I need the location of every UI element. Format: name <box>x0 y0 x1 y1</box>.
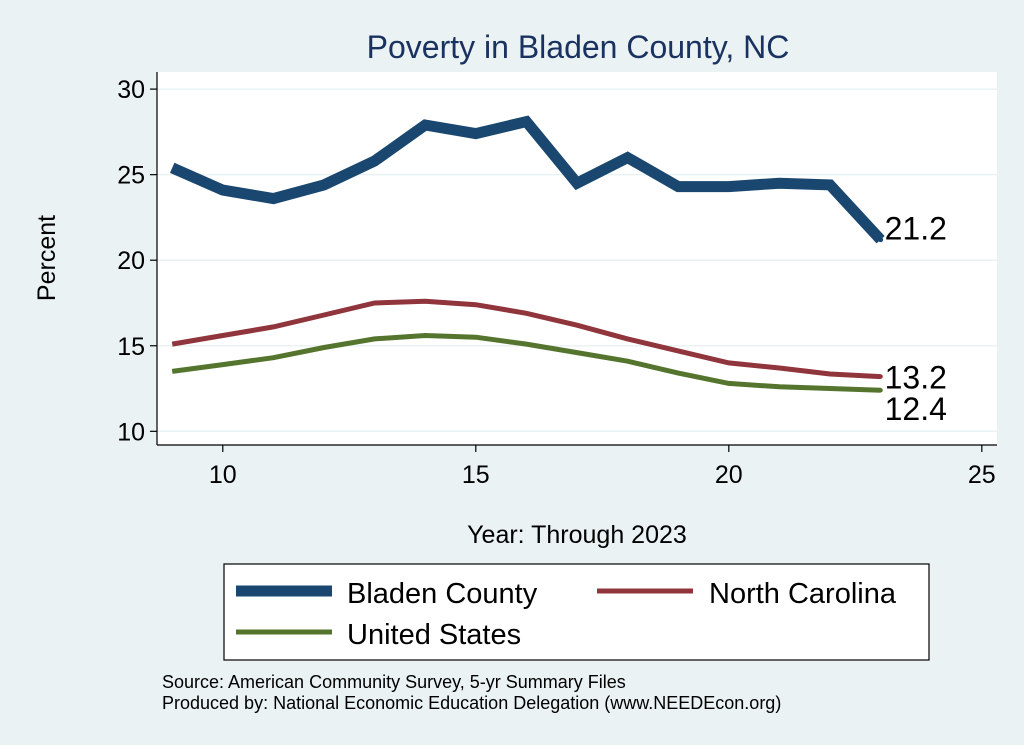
legend: Bladen County North Carolina United Stat… <box>223 563 930 661</box>
end-label-united-states: 12.4 <box>885 391 947 427</box>
legend-box <box>223 563 930 661</box>
source-note: Source: American Community Survey, 5-yr … <box>162 672 626 692</box>
legend-label-bladen-county: Bladen County <box>347 578 538 610</box>
end-point-north-carolina <box>878 374 883 379</box>
end-label-north-carolina: 13.2 <box>885 360 947 396</box>
y-tick-label-10: 10 <box>117 418 145 446</box>
series-lines <box>169 115 885 393</box>
end-point-united-states <box>878 388 883 393</box>
y-axis-ticks: 10 15 20 25 30 <box>117 76 157 446</box>
end-label-bladen-county: 21.2 <box>885 211 947 247</box>
y-tick-label-20: 20 <box>117 247 145 275</box>
y-tick-label-15: 15 <box>117 333 145 361</box>
series-line-north-carolina <box>171 298 881 380</box>
x-tick-label-20: 20 <box>715 461 743 489</box>
chart-title: Poverty in Bladen County, NC <box>367 29 790 65</box>
end-labels: 21.2 13.212.4 <box>885 211 947 428</box>
y-tick-label-30: 30 <box>117 76 145 104</box>
y-tick-label-25: 25 <box>117 162 145 190</box>
end-point-bladen-county <box>878 237 884 243</box>
legend-label-north-carolina: North Carolina <box>709 578 897 610</box>
x-tick-label-15: 15 <box>462 461 490 489</box>
x-axis-label: Year: Through 2023 <box>467 521 687 549</box>
produced-by-note: Produced by: National Economic Education… <box>162 693 781 713</box>
y-axis-label: Percent <box>33 215 61 301</box>
x-axis-ticks: 10 15 20 25 <box>209 445 996 489</box>
x-tick-label-25: 25 <box>968 461 996 489</box>
axes <box>156 72 997 446</box>
series-line-bladen-county <box>169 115 885 244</box>
legend-label-united-states: United States <box>347 619 521 651</box>
series-line-united-states <box>171 332 881 393</box>
x-tick-label-10: 10 <box>209 461 237 489</box>
plot-area <box>157 72 997 445</box>
